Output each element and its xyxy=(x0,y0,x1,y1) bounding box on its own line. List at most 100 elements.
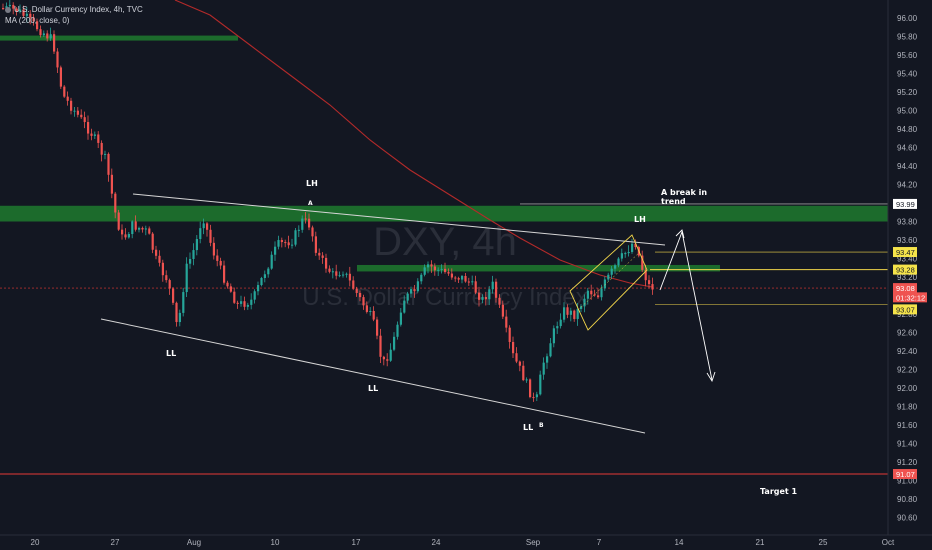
candle-body xyxy=(117,212,120,230)
candle-body xyxy=(134,221,137,230)
time-axis[interactable]: 20 27 Aug 10 17 24 Sep 7 14 21 25 Oct xyxy=(31,538,895,547)
candle-body xyxy=(386,359,389,361)
candle-body xyxy=(93,134,96,136)
candle-body xyxy=(121,229,124,235)
candle-body xyxy=(12,4,15,9)
annotation-break-2: trend xyxy=(661,197,686,206)
ma-200-line xyxy=(174,0,653,288)
price-tick-label: 93.40 xyxy=(897,255,918,264)
watermark-symbol: DXY, 4h xyxy=(373,220,517,264)
chart-legend: U.S. Dollar Currency Index, 4h, TVC MA (… xyxy=(5,4,143,26)
candle-body xyxy=(430,264,433,267)
candle-body xyxy=(532,397,535,399)
candle-body xyxy=(355,288,358,293)
candle-body xyxy=(76,110,79,115)
price-tick-label: 90.80 xyxy=(897,495,918,504)
annotation-point-b: B xyxy=(539,422,544,429)
candle-body xyxy=(257,285,260,292)
candle-body xyxy=(250,299,253,305)
candle-body xyxy=(70,100,73,111)
candle-body xyxy=(614,265,617,269)
candle-body xyxy=(25,13,28,16)
candle-body xyxy=(634,243,637,248)
candle-body xyxy=(345,273,348,275)
candle-body xyxy=(369,311,372,313)
candle-body xyxy=(457,278,460,280)
candle-body xyxy=(580,306,583,309)
candle-body xyxy=(32,17,35,22)
candle-body xyxy=(36,21,39,30)
candle-body xyxy=(399,312,402,325)
candle-body xyxy=(573,310,576,319)
candle-body xyxy=(563,307,566,320)
price-tick-label: 91.60 xyxy=(897,421,918,430)
price-tick-label: 94.80 xyxy=(897,125,918,134)
price-label-text: 01:32:12 xyxy=(896,293,925,302)
candle-body xyxy=(416,281,419,292)
candle-body xyxy=(508,327,511,342)
price-label-badge xyxy=(893,198,917,209)
candle-body xyxy=(440,268,443,270)
candle-body xyxy=(267,268,270,275)
candle-body xyxy=(66,96,69,101)
candle-body xyxy=(19,9,22,12)
candle-body xyxy=(488,289,491,300)
candle-body xyxy=(617,258,620,266)
indicator-row[interactable]: MA (200, close, 0) xyxy=(5,15,143,26)
candle-body xyxy=(610,268,613,275)
candle-body xyxy=(379,335,382,357)
candle-body xyxy=(413,289,416,292)
watermark-description: U.S. Dollar Currency Index xyxy=(302,284,587,311)
candle-body xyxy=(165,275,168,281)
candle-body xyxy=(624,253,627,255)
candle-body xyxy=(29,13,32,18)
candle-body xyxy=(318,252,321,256)
lower-trendline xyxy=(100,318,646,434)
symbol-row[interactable]: U.S. Dollar Currency Index, 4h, TVC xyxy=(5,4,143,15)
candle-body xyxy=(301,218,304,230)
candle-body xyxy=(229,286,232,292)
price-tick-label: 95.20 xyxy=(897,88,918,97)
candle-body xyxy=(498,297,501,305)
candle-body xyxy=(172,288,175,303)
candle-body xyxy=(437,269,440,271)
candle-body xyxy=(175,302,178,323)
annotation-ll-3: LL xyxy=(523,423,533,432)
candle-body xyxy=(155,249,158,256)
candle-body xyxy=(450,273,453,278)
candle-body xyxy=(253,291,256,300)
annotation-break-1: A break in xyxy=(661,188,707,197)
price-tick-label: 94.40 xyxy=(897,162,918,171)
candle-body xyxy=(168,280,171,289)
candle-body xyxy=(15,8,18,12)
candle-body xyxy=(138,227,141,230)
candles xyxy=(2,0,654,402)
candle-body xyxy=(206,223,209,230)
price-tick-label: 92.00 xyxy=(897,384,918,393)
candle-body xyxy=(362,297,365,306)
price-tick-label: 92.40 xyxy=(897,347,918,356)
candle-body xyxy=(53,34,56,52)
candle-body xyxy=(311,227,314,237)
candle-body xyxy=(291,244,294,246)
support-resistance-zone xyxy=(0,35,238,41)
price-label-badge xyxy=(893,469,917,480)
market-status-icon xyxy=(5,6,11,13)
candle-body xyxy=(590,290,593,295)
candle-body xyxy=(277,240,280,247)
candle-body xyxy=(556,326,559,329)
candle-body xyxy=(90,133,93,136)
indicator-title: MA (200, close, 0) xyxy=(5,16,70,25)
candle-body xyxy=(46,33,49,39)
support-resistance-zone xyxy=(357,264,720,272)
moving-average xyxy=(174,0,653,288)
candle-body xyxy=(542,362,545,375)
candle-body xyxy=(481,297,484,300)
candle-body xyxy=(42,33,45,36)
candle-body xyxy=(495,281,498,298)
candle-body xyxy=(274,246,277,255)
candle-body xyxy=(209,229,212,243)
candle-body xyxy=(518,361,521,366)
